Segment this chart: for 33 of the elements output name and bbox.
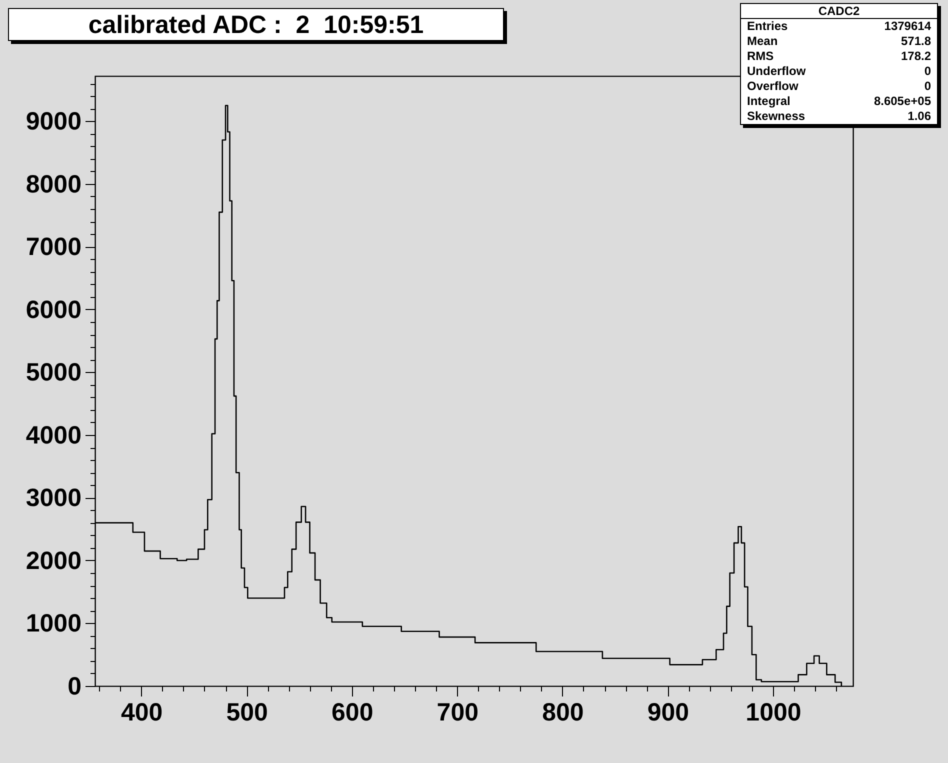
x-tick-label: 500: [226, 698, 268, 726]
annotation: Skewness: [747, 109, 806, 124]
text: 1379614: [884, 19, 931, 34]
y-tick-label: 5000: [26, 358, 82, 387]
text: 0: [924, 79, 931, 94]
text: 0: [924, 64, 931, 79]
annotation: Overflow: [747, 79, 798, 94]
x-tick-label: 400: [120, 698, 163, 726]
text: Entries: [747, 19, 788, 34]
y-tick-label: 3000: [26, 484, 82, 512]
x-tick-label: 900: [647, 698, 690, 726]
y-tick-label: 0: [68, 672, 82, 700]
text: 8.605e+05: [874, 94, 931, 109]
text: RMS: [747, 49, 774, 64]
chart-title: calibrated ADC : 2 10:59:51: [8, 8, 504, 41]
annotation: Underflow: [747, 64, 806, 79]
y-tick-label: 4000: [26, 421, 82, 450]
y-tick-label: 8000: [26, 170, 82, 198]
text: Mean: [747, 34, 778, 49]
y-tick-label: 2000: [26, 546, 82, 575]
x-tick-label: 800: [542, 698, 584, 726]
text: 571.8: [900, 34, 931, 49]
x-tick-label: 600: [332, 698, 374, 726]
text: CADC2: [741, 4, 937, 19]
x-tick-label: 1000: [746, 698, 802, 726]
y-tick-label: 1000: [26, 610, 82, 638]
x-tick-label: 700: [436, 698, 479, 726]
y-tick-label: 9000: [26, 108, 82, 136]
y-tick-label: 7000: [26, 233, 82, 262]
annotation: Integral: [747, 94, 790, 109]
text: 178.2: [900, 49, 931, 64]
text: 1.06: [908, 109, 931, 124]
y-tick-label: 6000: [26, 296, 82, 324]
